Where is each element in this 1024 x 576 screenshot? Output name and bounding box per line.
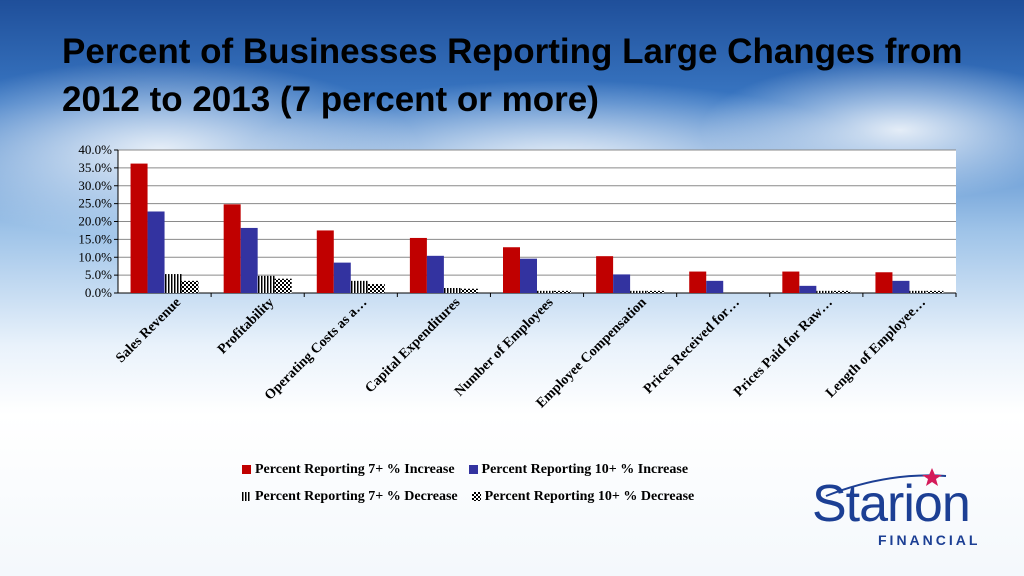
bar-increase10	[613, 274, 631, 293]
bar-increase10	[520, 258, 537, 293]
logo-star-icon	[825, 468, 947, 497]
bar-decrease10	[554, 290, 571, 293]
bar-decrease7	[257, 275, 275, 293]
y-tick-label: 10.0%	[78, 249, 112, 264]
bar-increase10	[892, 280, 910, 293]
x-category-label: Employee Compensation	[534, 295, 650, 411]
y-tick-label: 30.0%	[78, 178, 112, 193]
y-tick-label: 15.0%	[78, 231, 112, 246]
bar-increase7	[875, 272, 893, 293]
x-category-label: Prices Received for…	[641, 295, 743, 397]
logo-wordmark: Starion	[812, 475, 971, 533]
bar-increase7	[782, 271, 800, 293]
bar-decrease10	[833, 290, 851, 293]
x-category-label: Profitability	[215, 295, 277, 357]
bar-decrease7	[164, 274, 182, 293]
y-tick-label: 20.0%	[78, 214, 112, 229]
bar-decrease7	[816, 290, 834, 293]
x-category-label: Length of Employee…	[823, 295, 929, 401]
legend-label: Percent Reporting 10+ % Decrease	[484, 488, 695, 504]
bar-decrease10	[647, 290, 665, 293]
y-tick-label: 0.0%	[85, 285, 112, 300]
legend-swatch-decrease7	[242, 492, 251, 501]
bar-decrease7	[443, 287, 461, 293]
x-category-label: Operating Costs as a…	[262, 295, 370, 403]
legend-item-increase10: Percent Reporting 10+ % Increase	[468, 461, 689, 478]
bar-increase10	[706, 280, 724, 293]
legend-item-increase7: Percent Reporting 7+ % Increase	[242, 462, 455, 478]
bars	[130, 163, 944, 293]
y-axis-ticks: 0.0% 5.0% 10.0% 15.0% 20.0% 25.0% 30.0% 35.0% 40…	[78, 142, 112, 300]
bar-decrease10	[367, 284, 385, 293]
bar-decrease10	[181, 280, 199, 293]
bar-increase7	[689, 271, 707, 293]
bar-decrease7	[909, 290, 927, 293]
y-tick-label: 35.0%	[78, 160, 112, 175]
y-tick-label: 25.0%	[78, 196, 112, 211]
chart-legend: Percent Reporting 7+ % Increase Percent …	[242, 456, 802, 510]
x-category-label: Capital Expenditures	[363, 295, 464, 396]
bar-increase10	[799, 285, 817, 293]
bar-increase10	[240, 227, 258, 293]
x-category-label: Prices Paid for Raw…	[731, 295, 836, 400]
bar-decrease7	[350, 280, 368, 293]
legend-swatch-increase7	[242, 465, 251, 474]
legend-item-decrease7: Percent Reporting 7+ % Decrease	[242, 489, 458, 505]
bar-increase7	[503, 247, 520, 293]
x-category-label: Sales Revenue	[113, 295, 184, 366]
bar-decrease10	[926, 290, 944, 293]
legend-label: Percent Reporting 10+ % Increase	[481, 461, 689, 477]
legend-swatch-increase10	[468, 465, 478, 474]
bar-increase10	[426, 255, 444, 293]
legend-label: Percent Reporting 7+ % Decrease	[255, 488, 458, 504]
bar-increase7	[409, 237, 427, 293]
bar-chart: 0.0% 5.0% 10.0% 15.0% 20.0% 25.0% 30.0% 35.0% 40…	[78, 142, 957, 411]
bar-increase7	[596, 256, 614, 293]
y-tick-label: 5.0%	[85, 267, 112, 282]
starion-logo: Starion FINANCIAL	[806, 462, 1006, 562]
bar-decrease10	[460, 288, 478, 293]
bar-decrease7	[537, 290, 554, 293]
bar-increase7	[223, 204, 241, 293]
legend-label: Percent Reporting 7+ % Increase	[255, 461, 455, 477]
slide-title: Percent of Businesses Reporting Large Ch…	[62, 32, 963, 119]
bar-increase10	[147, 211, 165, 293]
y-tick-label: 40.0%	[78, 142, 112, 157]
logo-subtitle: FINANCIAL	[878, 532, 981, 548]
bar-increase7	[130, 163, 148, 293]
legend-swatch-decrease10	[471, 492, 481, 501]
bar-increase10	[333, 262, 351, 293]
bar-increase7	[316, 230, 334, 293]
bar-decrease7	[630, 290, 648, 293]
x-category-label: Number of Employees	[452, 295, 557, 400]
bar-decrease10	[274, 278, 292, 293]
legend-item-decrease10: Percent Reporting 10+ % Decrease	[471, 488, 695, 505]
